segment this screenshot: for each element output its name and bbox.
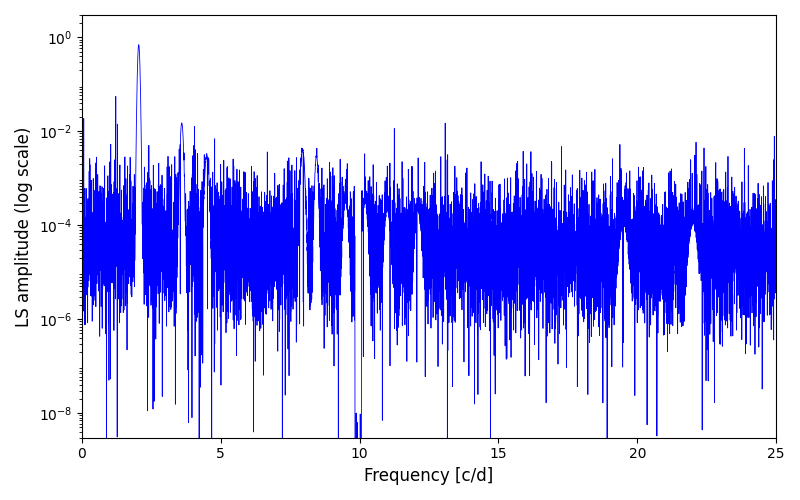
Y-axis label: LS amplitude (log scale): LS amplitude (log scale) [15, 126, 33, 326]
X-axis label: Frequency [c/d]: Frequency [c/d] [364, 467, 494, 485]
